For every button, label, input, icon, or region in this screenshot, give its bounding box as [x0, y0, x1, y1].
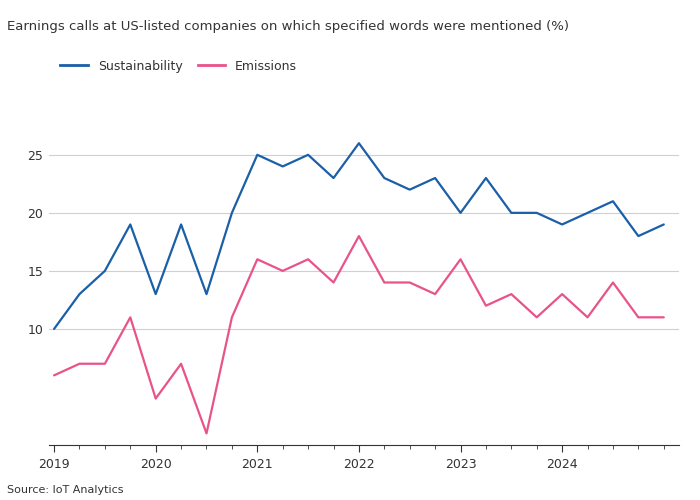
Sustainability [202, 291, 211, 297]
Emissions [659, 314, 668, 320]
Emissions [380, 280, 389, 285]
Emissions [126, 314, 134, 320]
Emissions [456, 256, 465, 262]
Sustainability [329, 175, 337, 181]
Emissions [405, 280, 414, 285]
Emissions [228, 314, 236, 320]
Legend: Sustainability, Emissions: Sustainability, Emissions [55, 54, 302, 78]
Sustainability [304, 152, 312, 158]
Sustainability [507, 210, 515, 216]
Sustainability [380, 175, 389, 181]
Emissions [253, 256, 262, 262]
Emissions [609, 280, 617, 285]
Sustainability [228, 210, 236, 216]
Emissions [329, 280, 337, 285]
Sustainability [634, 233, 643, 239]
Sustainability [50, 326, 58, 332]
Emissions [583, 314, 592, 320]
Emissions [558, 291, 566, 297]
Text: Source: IoT Analytics: Source: IoT Analytics [7, 485, 123, 495]
Sustainability [405, 186, 414, 192]
Sustainability [558, 222, 566, 228]
Emissions [482, 302, 490, 308]
Line: Emissions: Emissions [54, 236, 664, 434]
Emissions [50, 372, 58, 378]
Sustainability [126, 222, 134, 228]
Line: Sustainability: Sustainability [54, 143, 664, 329]
Sustainability [177, 222, 186, 228]
Sustainability [101, 268, 109, 274]
Text: Earnings calls at US-listed companies on which specified words were mentioned (%: Earnings calls at US-listed companies on… [7, 20, 569, 33]
Emissions [76, 361, 84, 367]
Emissions [279, 268, 287, 274]
Sustainability [253, 152, 262, 158]
Sustainability [431, 175, 440, 181]
Emissions [355, 233, 363, 239]
Sustainability [76, 291, 84, 297]
Sustainability [609, 198, 617, 204]
Sustainability [583, 210, 592, 216]
Emissions [533, 314, 541, 320]
Emissions [304, 256, 312, 262]
Sustainability [533, 210, 541, 216]
Emissions [431, 291, 440, 297]
Emissions [634, 314, 643, 320]
Emissions [151, 396, 160, 402]
Emissions [177, 361, 186, 367]
Sustainability [151, 291, 160, 297]
Sustainability [279, 164, 287, 170]
Sustainability [482, 175, 490, 181]
Sustainability [456, 210, 465, 216]
Emissions [202, 430, 211, 436]
Sustainability [355, 140, 363, 146]
Sustainability [659, 222, 668, 228]
Emissions [101, 361, 109, 367]
Emissions [507, 291, 515, 297]
